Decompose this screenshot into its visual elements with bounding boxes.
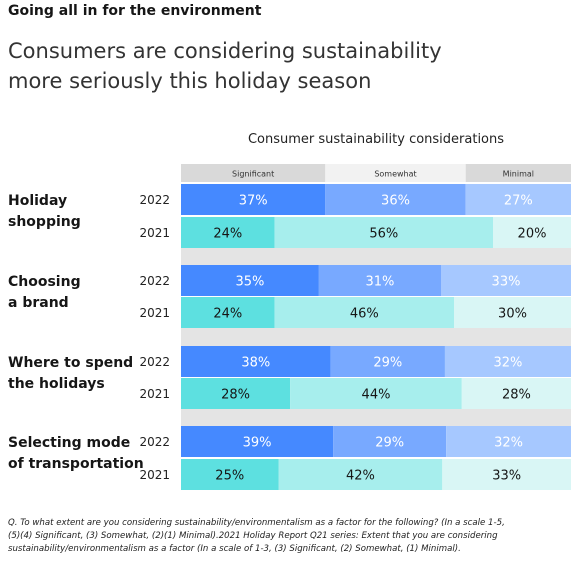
year-label: 2022 (139, 435, 170, 449)
year-label: 2021 (139, 226, 170, 240)
data-label: 33% (492, 275, 521, 290)
data-label: 20% (518, 227, 547, 242)
bar-segment-significant (181, 184, 326, 215)
year-label: 2022 (139, 193, 170, 207)
bar-segment-significant (181, 265, 319, 296)
bar-segment-somewhat (330, 346, 445, 377)
category-label: of transportation (8, 456, 144, 472)
headline-line-2: more seriously this holiday season (8, 69, 372, 93)
bar-segment-significant (181, 378, 291, 409)
bar-segment-significant (181, 459, 279, 490)
bar-segment-minimal (493, 217, 571, 248)
bar-segment-significant (181, 217, 275, 248)
footnote-line-1: Q. To what extent are you considering su… (8, 518, 505, 528)
data-label: 29% (373, 356, 402, 371)
headline-line-1: Consumers are considering sustainability (8, 39, 442, 63)
connector-band (181, 248, 571, 265)
category-label: Choosing (8, 274, 81, 290)
legend-band-significant (181, 164, 326, 182)
bar-segment-minimal (465, 184, 571, 215)
year-label: 2022 (139, 274, 170, 288)
year-label: 2021 (139, 468, 170, 482)
bar-segment-somewhat (318, 265, 441, 296)
footnote-line-3: sustainability/environmentalism as a fac… (8, 544, 461, 554)
chart-title: Consumer sustainability considerations (247, 132, 505, 147)
year-label: 2021 (139, 387, 170, 401)
data-label: 24% (213, 227, 242, 242)
data-label: 37% (239, 194, 268, 209)
category-label: a brand (8, 295, 69, 311)
data-label: 44% (362, 388, 391, 403)
bar-segment-significant (181, 297, 275, 328)
bar-segment-somewhat (274, 217, 493, 248)
year-label: 2021 (139, 306, 170, 320)
data-label: 32% (494, 356, 523, 371)
data-label: 28% (221, 388, 250, 403)
legend-label-minimal: Minimal (503, 170, 534, 179)
bar-segment-somewhat (278, 459, 443, 490)
bar-segment-minimal (441, 265, 571, 296)
bar-segment-somewhat (333, 426, 447, 457)
connector-band (181, 328, 571, 346)
footnote-line-2: (5)(4) Significant, (3) Somewhat, (2)(1)… (8, 531, 498, 541)
data-label: 28% (502, 388, 531, 403)
data-label: 35% (235, 275, 264, 290)
data-label: 56% (369, 227, 398, 242)
bar-segment-significant (181, 426, 334, 457)
legend-label-somewhat: Somewhat (374, 170, 416, 179)
category-label: Selecting mode (8, 435, 130, 451)
bar-segment-significant (181, 346, 331, 377)
legend-band-minimal (465, 164, 571, 182)
data-label: 39% (243, 436, 272, 451)
data-label: 27% (504, 194, 533, 209)
bar-segment-minimal (444, 346, 571, 377)
bar-segment-minimal (461, 378, 571, 409)
data-label: 33% (492, 469, 521, 484)
bar-segment-somewhat (274, 297, 454, 328)
data-label: 36% (381, 194, 410, 209)
category-label: Holiday (8, 193, 67, 209)
bar-segment-somewhat (325, 184, 466, 215)
footnote: Q. To what extent are you considering su… (8, 517, 576, 556)
kicker-title: Going all in for the environment (8, 3, 262, 19)
bar-segment-minimal (446, 426, 571, 457)
legend-band-somewhat (325, 164, 466, 182)
bar-segment-minimal (454, 297, 571, 328)
legend-label-significant: Significant (232, 170, 274, 179)
data-label: 29% (375, 436, 404, 451)
category-label: the holidays (8, 376, 105, 392)
bar-segment-somewhat (290, 378, 462, 409)
data-label: 46% (350, 307, 379, 322)
year-label: 2022 (139, 355, 170, 369)
category-label: shopping (8, 214, 81, 230)
data-label: 32% (494, 436, 523, 451)
data-label: 42% (346, 469, 375, 484)
data-label: 31% (365, 275, 394, 290)
data-label: 30% (498, 307, 527, 322)
data-label: 25% (215, 469, 244, 484)
connector-band (181, 409, 571, 426)
data-label: 38% (241, 356, 270, 371)
data-label: 24% (213, 307, 242, 322)
bar-segment-minimal (442, 459, 571, 490)
headline: Consumers are considering sustainability… (8, 36, 568, 96)
category-label: Where to spend (8, 355, 133, 371)
